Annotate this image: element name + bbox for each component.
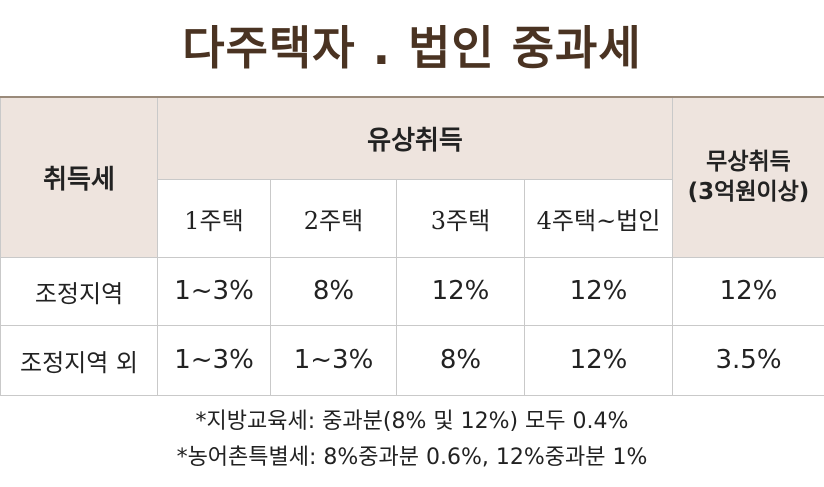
header-gift-acquisition: 무상취득 (3억원이상): [672, 96, 824, 258]
table-cell: 12%: [524, 324, 673, 396]
footnote-local-education-tax: *지방교육세: 중과분(8% 및 12%) 모두 0.4%: [195, 409, 629, 434]
row-label-regulated: 조정지역: [0, 256, 158, 326]
table-row: 조정지역 1~3% 8% 12% 12% 12%: [0, 256, 824, 326]
header-paid-acquisition: 유상취득: [157, 96, 673, 180]
subheader-2-houses: 2주택: [270, 178, 397, 258]
footnote-rural-special-tax: *농어촌특별세: 8%중과분 0.6%, 12%중과분 1%: [176, 445, 648, 470]
table-cell: 8%: [396, 324, 525, 396]
table-row: 조정지역 외 1~3% 1~3% 8% 12% 3.5%: [0, 324, 824, 396]
header-gift-line1: 무상취득: [706, 149, 791, 176]
header-gift-line2: (3억원이상): [687, 179, 810, 206]
table-cell: 12%: [396, 256, 525, 326]
table-cell: 8%: [270, 256, 397, 326]
acquisition-tax-table: 취득세 유상취득 무상취득 (3억원이상) 1주택 2주택 3주택 4주택~법인…: [0, 96, 824, 396]
subheader-4-houses-corporation: 4주택~법인: [524, 178, 673, 258]
table-cell: 12%: [524, 256, 673, 326]
page-title: 다주택자 . 법인 중과세: [182, 21, 642, 75]
row-label-non-regulated: 조정지역 외: [0, 324, 158, 396]
footnotes: *지방교육세: 중과분(8% 및 12%) 모두 0.4% *농어촌특별세: 8…: [0, 404, 824, 476]
table-cell: 1~3%: [157, 324, 271, 396]
table-cell: 1~3%: [270, 324, 397, 396]
subheader-3-houses: 3주택: [396, 178, 525, 258]
table-cell: 3.5%: [672, 324, 824, 396]
table-cell: 1~3%: [157, 256, 271, 326]
header-acquisition-tax: 취득세: [0, 96, 158, 258]
subheader-1-house: 1주택: [157, 178, 271, 258]
table-cell: 12%: [672, 256, 824, 326]
